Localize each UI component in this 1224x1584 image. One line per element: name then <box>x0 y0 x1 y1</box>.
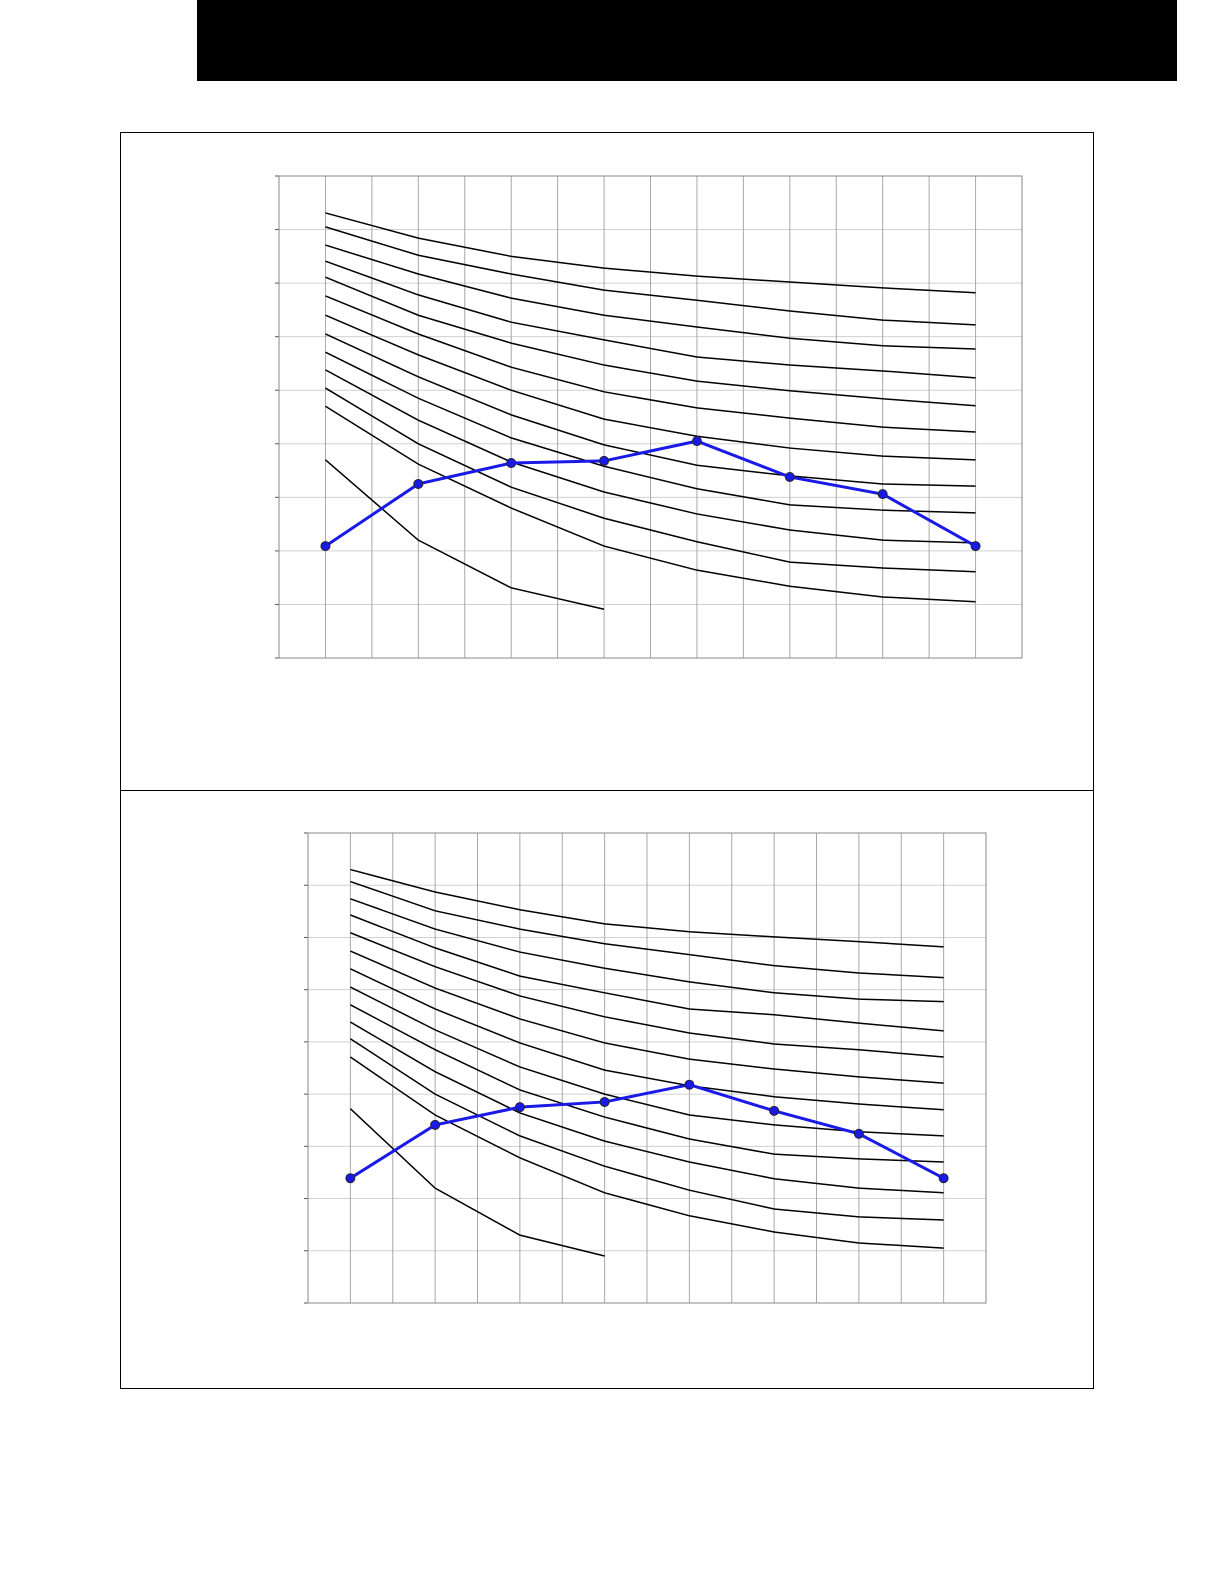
series-line <box>324 459 605 610</box>
header-bar <box>197 0 1177 81</box>
series-line <box>350 914 944 1032</box>
series-line <box>350 950 944 1084</box>
series-line <box>350 868 944 948</box>
data-point <box>877 489 888 500</box>
series-line <box>350 932 944 1058</box>
series-line <box>325 276 976 407</box>
series-line <box>325 351 976 514</box>
series-line <box>325 314 976 461</box>
series-line <box>325 260 976 379</box>
series-line <box>325 226 976 326</box>
series-line <box>350 898 944 1003</box>
data-point <box>320 541 331 552</box>
series-line <box>325 405 976 603</box>
series-line <box>349 1038 944 1221</box>
data-point <box>413 478 424 489</box>
data-point <box>938 1173 949 1184</box>
series-line <box>350 1004 944 1163</box>
series-line <box>325 387 976 573</box>
series-line <box>349 1108 605 1257</box>
data-point <box>430 1119 441 1130</box>
series-line <box>324 439 977 548</box>
series-line <box>325 244 976 350</box>
series-line <box>325 295 976 433</box>
frame <box>120 132 1094 1389</box>
data-point <box>769 1105 780 1116</box>
data-point <box>345 1173 356 1184</box>
series-line <box>325 369 976 544</box>
series-line <box>349 1083 945 1180</box>
series-line <box>350 880 944 979</box>
data-point <box>691 436 702 447</box>
data-point <box>853 1128 864 1139</box>
series-line <box>349 1021 944 1194</box>
series-line <box>350 968 944 1111</box>
data-point <box>599 455 610 466</box>
plot-area <box>278 175 1023 659</box>
data-point <box>599 1096 610 1107</box>
series-line <box>325 333 976 487</box>
data-point <box>970 541 981 552</box>
plot-area <box>307 832 987 1304</box>
data-point <box>684 1079 695 1090</box>
data-point <box>784 471 795 482</box>
data-point <box>514 1102 525 1113</box>
series-line <box>325 212 976 294</box>
data-point <box>506 458 517 469</box>
